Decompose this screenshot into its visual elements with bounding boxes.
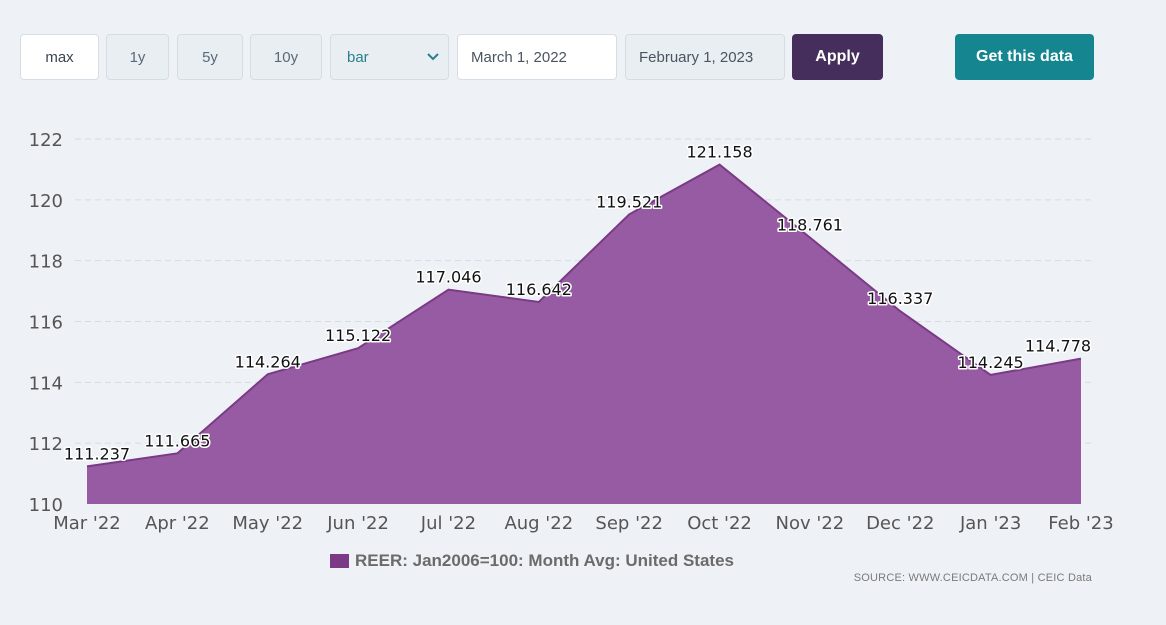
- x-tick-label: Apr '22: [145, 513, 210, 534]
- chart-area-series: [86, 163, 1082, 504]
- start-date-input[interactable]: [457, 34, 617, 80]
- chart-legend[interactable]: REER: Jan2006=100: Month Avg: United Sta…: [330, 551, 734, 571]
- apply-button[interactable]: Apply: [792, 34, 883, 80]
- data-label: 121.158: [686, 143, 752, 162]
- x-tick-label: Nov '22: [776, 513, 845, 534]
- y-tick-label: 118: [29, 252, 63, 273]
- data-label: 111.237: [64, 444, 130, 463]
- get-this-data-button[interactable]: Get this data: [955, 34, 1094, 80]
- x-tick-label: Jun '22: [326, 513, 389, 534]
- data-label: 118.761: [777, 216, 843, 235]
- area-chart: 110 112 114 116 118 120 122 Mar '22 Apr '22 May …: [29, 130, 1114, 534]
- x-tick-label: May '22: [232, 513, 303, 534]
- data-label: 116.642: [506, 280, 572, 299]
- x-tick-label: Mar '22: [53, 513, 121, 534]
- x-tick-label: Oct '22: [687, 513, 752, 534]
- source-brand-link[interactable]: CEIC Data: [1037, 572, 1092, 584]
- y-tick-label: 114: [29, 373, 63, 394]
- source-site-link[interactable]: WWW.CEICDATA.COM: [908, 572, 1029, 584]
- y-tick-label: 120: [29, 191, 63, 212]
- legend-swatch: [330, 554, 349, 568]
- x-tick-label: Jan '23: [959, 513, 1021, 534]
- data-labels: 111.237 111.665 114.264 115.122 117.046 116.6…: [62, 141, 1092, 465]
- data-label: 115.122: [325, 326, 391, 345]
- chevron-down-icon: [427, 53, 439, 61]
- range-max-button[interactable]: max: [20, 34, 99, 80]
- range-10y-button[interactable]: 10y: [250, 34, 322, 80]
- chart-type-value: bar: [347, 48, 369, 66]
- data-label: 119.521: [596, 192, 662, 211]
- area-fill: [87, 164, 1081, 504]
- data-label: 114.245: [958, 353, 1024, 372]
- x-tick-label: Sep '22: [595, 513, 663, 534]
- y-tick-label: 110: [29, 495, 63, 516]
- source-credit: SOURCE: WWW.CEICDATA.COM | CEIC Data: [854, 572, 1092, 584]
- source-prefix: SOURCE:: [853, 572, 909, 584]
- data-label: 114.778: [1025, 337, 1091, 356]
- data-label: 111.665: [144, 431, 210, 450]
- y-tick-label: 122: [29, 130, 63, 151]
- range-1y-button[interactable]: 1y: [106, 34, 169, 80]
- series-line: [86, 163, 1082, 468]
- y-axis: 110 112 114 116 118 120 122: [29, 130, 63, 516]
- data-label: 114.264: [235, 352, 301, 371]
- legend-label: REER: Jan2006=100: Month Avg: United Sta…: [355, 551, 734, 570]
- data-label: 117.046: [415, 268, 481, 287]
- chart-type-select[interactable]: bar: [330, 34, 449, 80]
- x-tick-label: Aug '22: [504, 513, 573, 534]
- x-tick-label: Dec '22: [866, 513, 934, 534]
- y-tick-label: 116: [29, 313, 63, 334]
- x-tick-label: Feb '23: [1048, 513, 1113, 534]
- end-date-input[interactable]: [625, 34, 785, 80]
- x-tick-label: Jul '22: [420, 513, 476, 534]
- x-axis: Mar '22 Apr '22 May '22 Jun '22 Jul '22 Aug '…: [53, 513, 1114, 534]
- data-label: 116.337: [867, 289, 933, 308]
- y-tick-label: 112: [29, 434, 63, 455]
- range-5y-button[interactable]: 5y: [177, 34, 243, 80]
- toolbar: max 1y 5y 10y bar Apply Get this data: [0, 0, 1166, 100]
- source-separator: |: [1028, 572, 1038, 584]
